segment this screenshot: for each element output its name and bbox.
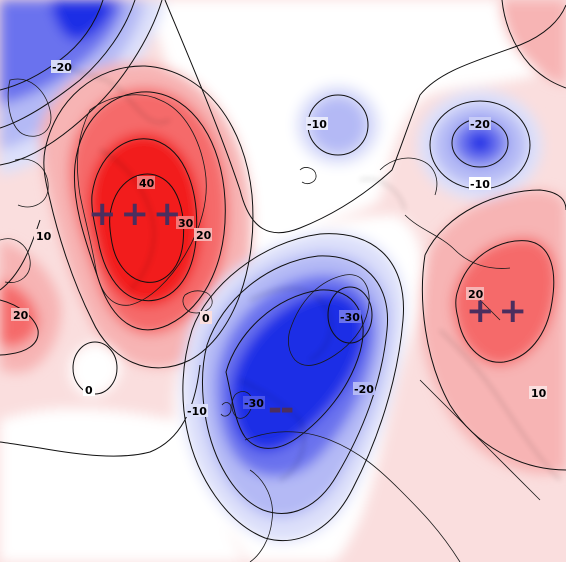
positive-area-russia-mid xyxy=(452,237,557,366)
positive-area-greenland-strong xyxy=(89,133,201,306)
contour-label-nw-neg: -20 xyxy=(52,61,72,74)
contour-label-europe-neg30: -30 xyxy=(244,397,264,410)
contour-label-russia-20: 20 xyxy=(468,288,484,301)
contour-label-group: -20 -10 -20 -10 40 30 20 10 20 0 0 -30 -… xyxy=(11,60,547,418)
negative-area-northwest-strong xyxy=(50,0,115,41)
contour-label-europe-neg20: -20 xyxy=(354,383,374,396)
contour-label-greenland-0: 0 xyxy=(202,312,210,325)
contour-label-siberia-neg: -20 xyxy=(470,118,490,131)
contour-label-canada-10: 10 xyxy=(36,230,52,243)
sign-mark-greenland: +++ xyxy=(88,194,185,234)
contour-label-greenland-40: 40 xyxy=(139,177,155,190)
coastlines xyxy=(59,59,561,481)
contour-label-europe-neg10: -10 xyxy=(187,405,207,418)
sign-mark-russia: ++ xyxy=(466,291,531,331)
positive-area-northeast-light xyxy=(500,0,566,85)
negative-area-arctic-light xyxy=(310,97,366,153)
contour-label-greenland-20: 20 xyxy=(196,229,212,242)
neutral-area-ocean-hole xyxy=(69,343,121,396)
sign-mark-europe: -- xyxy=(268,389,293,429)
contour-label-greenland-30: 30 xyxy=(178,217,194,230)
contour-label-atlantic-0: 0 xyxy=(85,384,93,397)
coastlines-detail xyxy=(0,78,541,562)
negative-area-siberia-strong xyxy=(468,133,492,153)
negative-area-europe-strong xyxy=(230,291,365,452)
contour-label-siberia-outer: -10 xyxy=(470,178,490,191)
contour-label-russia-10: 10 xyxy=(531,387,547,400)
contour-label-arctic-neg: -10 xyxy=(307,118,327,131)
sign-mark-group: +++ -- ++ xyxy=(88,194,531,429)
neutral-area-southwest xyxy=(0,408,245,562)
contour-label-scandi-neg30: -30 xyxy=(340,311,360,324)
contour-label-atlantic-20: 20 xyxy=(13,309,29,322)
